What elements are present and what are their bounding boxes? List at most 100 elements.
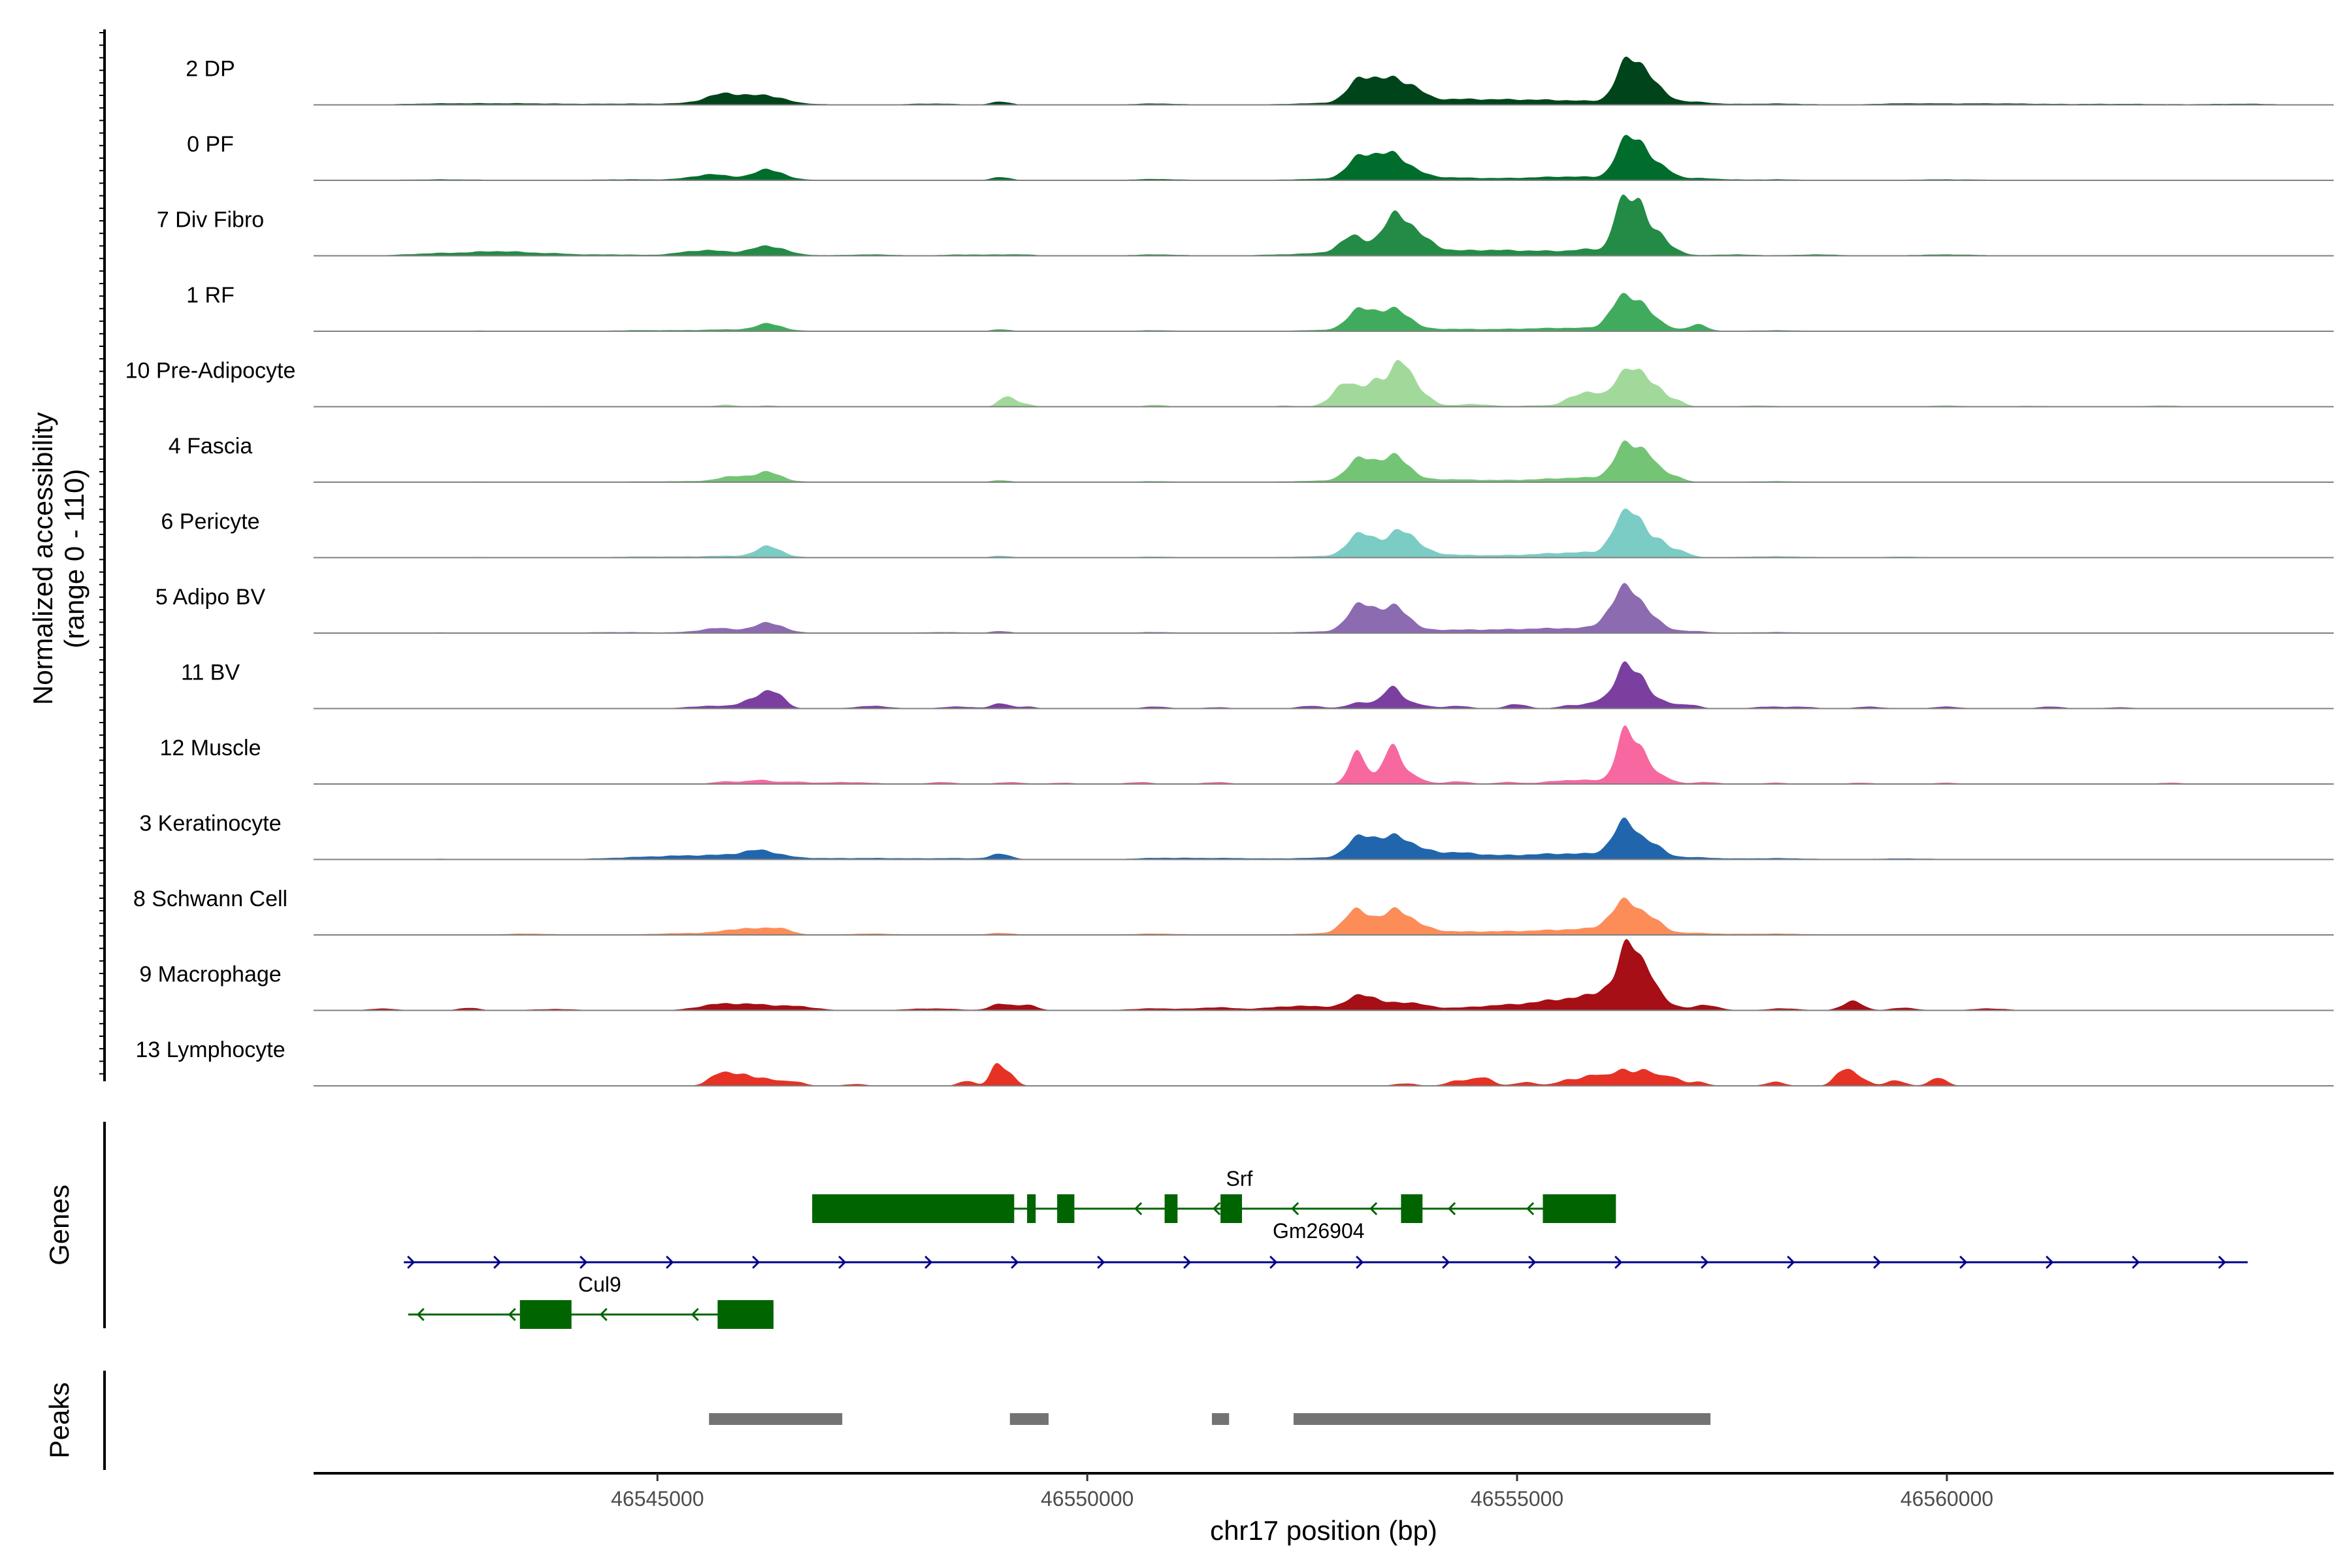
strand-arrow [493, 1255, 502, 1269]
track-label-4-fascia: 4 Fascia [169, 434, 253, 459]
coverage-area-13-lymphocyte [314, 1063, 2334, 1086]
exon-srf [1543, 1194, 1616, 1223]
exon-srf [1164, 1194, 1178, 1223]
coverage-area-5-adipo-bv [314, 583, 2334, 633]
peak-region [1293, 1413, 1711, 1425]
peaks-panel-title: Peaks [44, 1382, 74, 1459]
coverage-area-9-macrophage [314, 939, 2334, 1011]
coverage-area-12-muscle [314, 725, 2334, 784]
y-axis-title-line1: Normalized accessibility [27, 412, 58, 705]
x-axis-ticks: 46545000 46550000 46555000 46560000 [611, 1473, 1993, 1511]
coverage-area-3-keratinocyte [314, 817, 2334, 860]
strand-arrow [838, 1255, 847, 1269]
exon-cul9 [519, 1300, 572, 1329]
gene-label-cul9: Cul9 [578, 1273, 621, 1296]
track-10-pre-adipocyte: 10 Pre-Adipocyte [125, 359, 2334, 408]
coverage-area-10-pre-adipocyte [314, 359, 2334, 407]
track-9-macrophage: 9 Macrophage [139, 939, 2334, 1011]
peak-region [709, 1413, 843, 1425]
track-1-rf: 1 RF [186, 283, 2334, 332]
track-label-9-macrophage: 9 Macrophage [139, 962, 281, 987]
strand-arrow [924, 1255, 933, 1269]
strand-arrow [2132, 1255, 2140, 1269]
peak-region [1211, 1413, 1230, 1425]
strand-arrow [1291, 1201, 1299, 1216]
exon-srf [812, 1194, 1015, 1223]
strand-arrow [508, 1307, 516, 1322]
x-tick-label: 46550000 [1041, 1487, 1134, 1511]
strand-arrow [691, 1307, 699, 1322]
x-tick-label: 46555000 [1471, 1487, 1563, 1511]
track-6-pericyte: 6 Pericyte [161, 508, 2334, 559]
gene-label-gm26904: Gm26904 [1273, 1219, 1365, 1243]
coverage-area-4-fascia [314, 440, 2334, 482]
x-axis-title: chr17 position (bp) [1210, 1515, 1437, 1546]
strand-arrow [1442, 1255, 1450, 1269]
strand-arrow [1528, 1255, 1537, 1269]
strand-arrow [1011, 1255, 1019, 1269]
exon-srf [1057, 1194, 1075, 1223]
coverage-tracks: 2 DP 0 PF 7 Div Fibro 1 RF 10 Pre-Adipocyte 4… [125, 57, 2334, 1086]
strand-arrow [1097, 1255, 1105, 1269]
exon-srf [1220, 1194, 1243, 1223]
track-11-bv: 11 BV [181, 661, 2334, 710]
track-label-11-bv: 11 BV [181, 661, 240, 685]
strand-arrow [1269, 1255, 1278, 1269]
strand-arrow [2218, 1255, 2227, 1269]
peak-regions [709, 1413, 1711, 1425]
track-label-3-keratinocyte: 3 Keratinocyte [139, 811, 281, 836]
strand-arrow [407, 1255, 416, 1269]
strand-arrow [1526, 1201, 1535, 1216]
track-8-schwann-cell: 8 Schwann Cell [133, 887, 2334, 936]
strand-arrow [1959, 1255, 1968, 1269]
track-label-6-pericyte: 6 Pericyte [161, 510, 259, 534]
strand-arrow [1448, 1201, 1456, 1216]
track-3-keratinocyte: 3 Keratinocyte [139, 811, 2334, 860]
strand-arrow [666, 1255, 674, 1269]
coverage-area-11-bv [314, 661, 2334, 709]
strand-arrow [1356, 1255, 1364, 1269]
track-label-5-adipo-bv: 5 Adipo BV [155, 585, 266, 610]
strand-arrow [416, 1307, 425, 1322]
track-label-2-dp: 2 DP [186, 57, 235, 82]
strand-arrow [1134, 1201, 1143, 1216]
exon-srf [1401, 1194, 1423, 1223]
track-2-dp: 2 DP [186, 56, 2334, 106]
track-label-12-muscle: 12 Muscle [160, 736, 261, 760]
genes-panel-title: Genes [44, 1184, 74, 1266]
exon-cul9 [717, 1300, 774, 1329]
y-axis-title-line2: (range 0 - 110) [59, 469, 90, 649]
strand-arrow [752, 1255, 760, 1269]
strand-arrow [1873, 1255, 1882, 1269]
strand-arrow [1614, 1255, 1623, 1269]
gene-label-srf: Srf [1226, 1167, 1253, 1190]
strand-arrow [1183, 1255, 1192, 1269]
coverage-area-7-div-fibro [314, 194, 2334, 256]
track-7-div-fibro: 7 Div Fibro [157, 194, 2334, 257]
track-12-muscle: 12 Muscle [160, 725, 2334, 785]
track-label-8-schwann-cell: 8 Schwann Cell [133, 887, 287, 911]
track-0-pf: 0 PF [187, 132, 2334, 181]
exon-srf [1027, 1194, 1036, 1223]
x-tick-label: 46560000 [1901, 1487, 1993, 1511]
track-4-fascia: 4 Fascia [169, 434, 2334, 483]
coverage-area-6-pericyte [314, 508, 2334, 558]
peak-region [1009, 1413, 1049, 1425]
strand-arrow [1701, 1255, 1709, 1269]
track-13-lymphocyte: 13 Lymphocyte [135, 1037, 2334, 1086]
track-label-0-pf: 0 PF [187, 132, 234, 157]
coverage-area-8-schwann-cell [314, 897, 2334, 935]
strand-arrow [2046, 1255, 2054, 1269]
gene-annotations: Srf Gm26904 Cul9 [404, 1167, 2248, 1329]
track-label-1-rf: 1 RF [186, 283, 235, 308]
track-label-7-div-fibro: 7 Div Fibro [157, 208, 264, 233]
coverage-area-2-dp [314, 56, 2334, 105]
strand-arrow [1787, 1255, 1795, 1269]
strand-arrow [599, 1307, 608, 1322]
x-tick-label: 46545000 [611, 1487, 704, 1511]
strand-arrow [1213, 1201, 1221, 1216]
accessibility-axis-ticks [99, 32, 105, 1075]
track-label-13-lymphocyte: 13 Lymphocyte [135, 1037, 285, 1062]
coverage-area-0-pf [314, 135, 2334, 180]
